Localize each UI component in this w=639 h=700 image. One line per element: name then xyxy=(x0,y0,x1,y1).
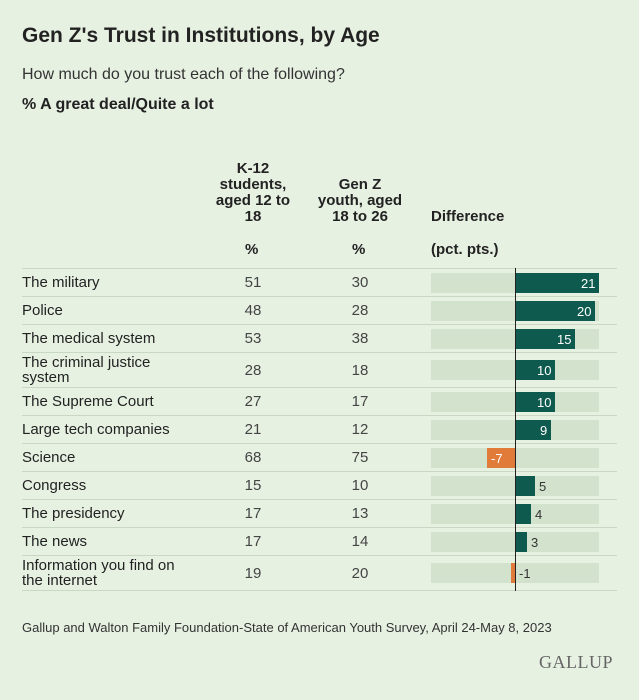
table: The military 51 30 21 Police 48 28 20 The medica… xyxy=(22,268,617,591)
cell: 17 xyxy=(244,505,262,522)
cell: 53 xyxy=(244,330,262,347)
value-label: 20 xyxy=(577,303,592,319)
value-label: -7 xyxy=(491,450,503,466)
unit: % xyxy=(352,241,366,258)
cell: 12 xyxy=(351,421,369,438)
column-header: Gen Z youth, aged 18 to 26 xyxy=(317,176,403,225)
subtitle: How much do you trust each of the follow… xyxy=(22,66,345,83)
row-label: Police xyxy=(22,302,63,319)
row: Science 68 75 -7 xyxy=(22,444,617,472)
bar xyxy=(515,503,531,524)
row-label: Large tech companies xyxy=(22,421,170,438)
value-label: 9 xyxy=(540,422,548,438)
row: The criminal justice system 28 18 10 xyxy=(22,353,617,388)
cell: 38 xyxy=(351,330,369,347)
row-label: The Supreme Court xyxy=(22,393,154,410)
cell: 21 xyxy=(244,421,262,438)
cell: 75 xyxy=(351,449,369,466)
bar xyxy=(515,531,527,552)
bar xyxy=(515,360,555,380)
cell: 17 xyxy=(351,393,369,410)
value-label: 21 xyxy=(581,275,596,291)
row: The presidency 17 13 4 xyxy=(22,500,617,528)
row: Information you find on the internet 19 20… xyxy=(22,556,617,591)
cell: 30 xyxy=(351,274,369,291)
row-label: The presidency xyxy=(22,505,125,522)
column-header: K-12 students, aged 12 to 18 xyxy=(215,160,291,225)
title: Gen Z's Trust in Institutions, by Age xyxy=(22,24,380,47)
brand: GALLUP xyxy=(539,652,613,672)
row-label: The news xyxy=(22,533,88,550)
unit: (pct. pts.) xyxy=(431,241,499,258)
value-label: 15 xyxy=(557,331,572,347)
cell: 48 xyxy=(244,302,262,319)
cell: 17 xyxy=(244,533,262,550)
cell: 27 xyxy=(244,393,262,410)
cell: 14 xyxy=(351,533,369,550)
row-label: Science xyxy=(22,449,76,466)
value-label: -1 xyxy=(519,566,531,581)
value-label: 10 xyxy=(537,394,552,410)
cell: 13 xyxy=(351,505,369,522)
value-label: 5 xyxy=(539,478,547,494)
row: The military 51 30 21 xyxy=(22,269,617,297)
row-label: The military xyxy=(22,274,100,291)
bar xyxy=(511,563,515,583)
measure: % A great deal/Quite a lot xyxy=(22,96,214,113)
bar xyxy=(515,300,595,321)
cell: 20 xyxy=(351,564,369,582)
bar xyxy=(515,328,575,349)
source: Gallup and Walton Family Foundation-Stat… xyxy=(22,620,552,635)
bar xyxy=(515,419,551,440)
value-label: 4 xyxy=(535,506,543,522)
row-label: The medical system xyxy=(22,330,156,347)
zero-line xyxy=(515,268,516,591)
row: The news 17 14 3 xyxy=(22,528,617,556)
value-label: 10 xyxy=(537,363,552,378)
row: Congress 15 10 5 xyxy=(22,472,617,500)
value-label: 3 xyxy=(531,534,539,550)
cell: 19 xyxy=(244,564,262,582)
bar xyxy=(515,272,599,293)
row: Police 48 28 20 xyxy=(22,297,617,325)
row: Large tech companies 21 12 9 xyxy=(22,416,617,444)
cell: 18 xyxy=(351,361,369,379)
row-label: Information you find on the internet xyxy=(22,557,175,589)
row: The Supreme Court 27 17 10 xyxy=(22,388,617,416)
row-label: Congress xyxy=(22,477,87,494)
column-header: Difference xyxy=(431,208,505,225)
cell: 51 xyxy=(244,274,262,291)
bar xyxy=(487,447,515,468)
row: The medical system 53 38 15 xyxy=(22,325,617,353)
cell: 68 xyxy=(244,449,262,466)
bar xyxy=(515,475,535,496)
cell: 10 xyxy=(351,477,369,494)
cell: 28 xyxy=(244,361,262,379)
bar xyxy=(515,391,555,412)
unit: % xyxy=(245,241,259,258)
cell: 28 xyxy=(351,302,369,319)
cell: 15 xyxy=(244,477,262,494)
row-label: The criminal justice system xyxy=(22,354,151,386)
